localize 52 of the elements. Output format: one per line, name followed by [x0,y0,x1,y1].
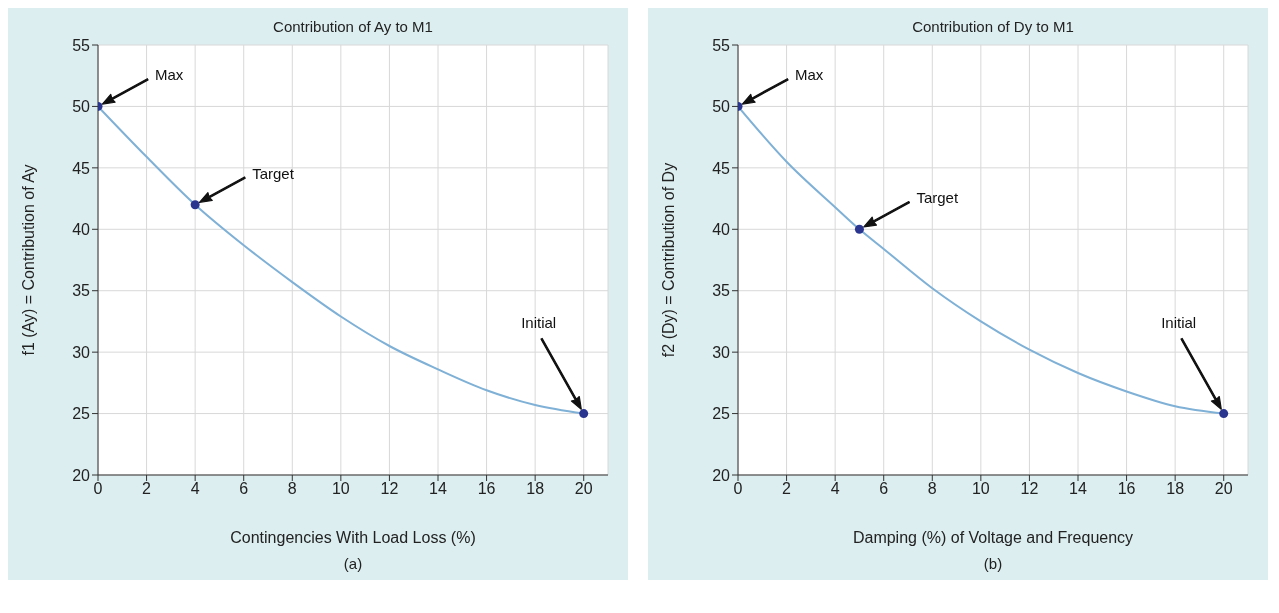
x-tick-label: 14 [429,480,447,498]
y-tick-label: 35 [72,282,91,300]
x-tick-label: 4 [830,480,840,498]
y-axis-title: f1 (Ay) = Contribution of Ay [19,164,37,356]
x-tick-label: 16 [1117,480,1136,498]
x-tick-label: 0 [733,480,743,498]
x-tick-label: 20 [1214,480,1233,498]
chart-title: Contribution of Dy to M1 [911,18,1075,35]
annotation: Target [252,164,295,182]
y-tick-label: 35 [712,282,731,300]
x-tick-label: 6 [879,480,889,498]
x-tick-label: 20 [574,480,593,498]
x-axis-title: Damping (%) of Voltage and Frequency [852,529,1134,546]
x-tick-label: 6 [239,480,249,498]
y-tick-label: 55 [712,36,731,54]
y-tick-label: 50 [72,98,91,116]
y-tick-label: 55 [72,36,91,54]
x-tick-label: 8 [287,480,297,498]
x-tick-label: 18 [526,480,545,498]
x-tick-label: 12 [1020,480,1039,498]
x-tick-label: 10 [331,480,350,498]
chart-title: Contribution of Ay to M1 [272,18,434,35]
x-tick-label: 2 [142,480,152,498]
x-tick-label: 16 [477,480,496,498]
x-tick-label: 10 [971,480,990,498]
y-axis-title: f2 (Dy) = Contribution of Dy [659,162,677,358]
x-tick-label: 2 [782,480,792,498]
y-tick-label: 20 [72,466,91,484]
y-tick-label: 25 [712,405,731,423]
y-tick-label: 25 [72,405,91,423]
x-tick-label: 14 [1069,480,1087,498]
x-axis-title: Contingencies With Load Loss (%) [230,529,476,546]
annotation: Initial [1161,313,1197,331]
x-tick-label: 18 [1166,480,1185,498]
x-tick-label: 8 [927,480,937,498]
text: (b) [982,555,1004,572]
y-tick-label: 45 [712,159,731,177]
annotation: Max [155,66,184,84]
y-tick-label: 40 [712,220,731,238]
text: (a) [342,555,364,572]
y-tick-label: 45 [72,159,91,177]
annotation: Target [916,189,959,207]
y-tick-label: 20 [712,466,731,484]
x-tick-label: 4 [190,480,200,498]
y-tick-label: 40 [72,220,91,238]
annotation: Max [795,66,824,84]
y-tick-label: 50 [712,98,731,116]
x-tick-label: 12 [380,480,399,498]
y-tick-label: 30 [72,343,91,361]
annotation: Initial [521,313,557,331]
x-tick-label: 0 [93,480,103,498]
y-tick-label: 30 [712,343,731,361]
